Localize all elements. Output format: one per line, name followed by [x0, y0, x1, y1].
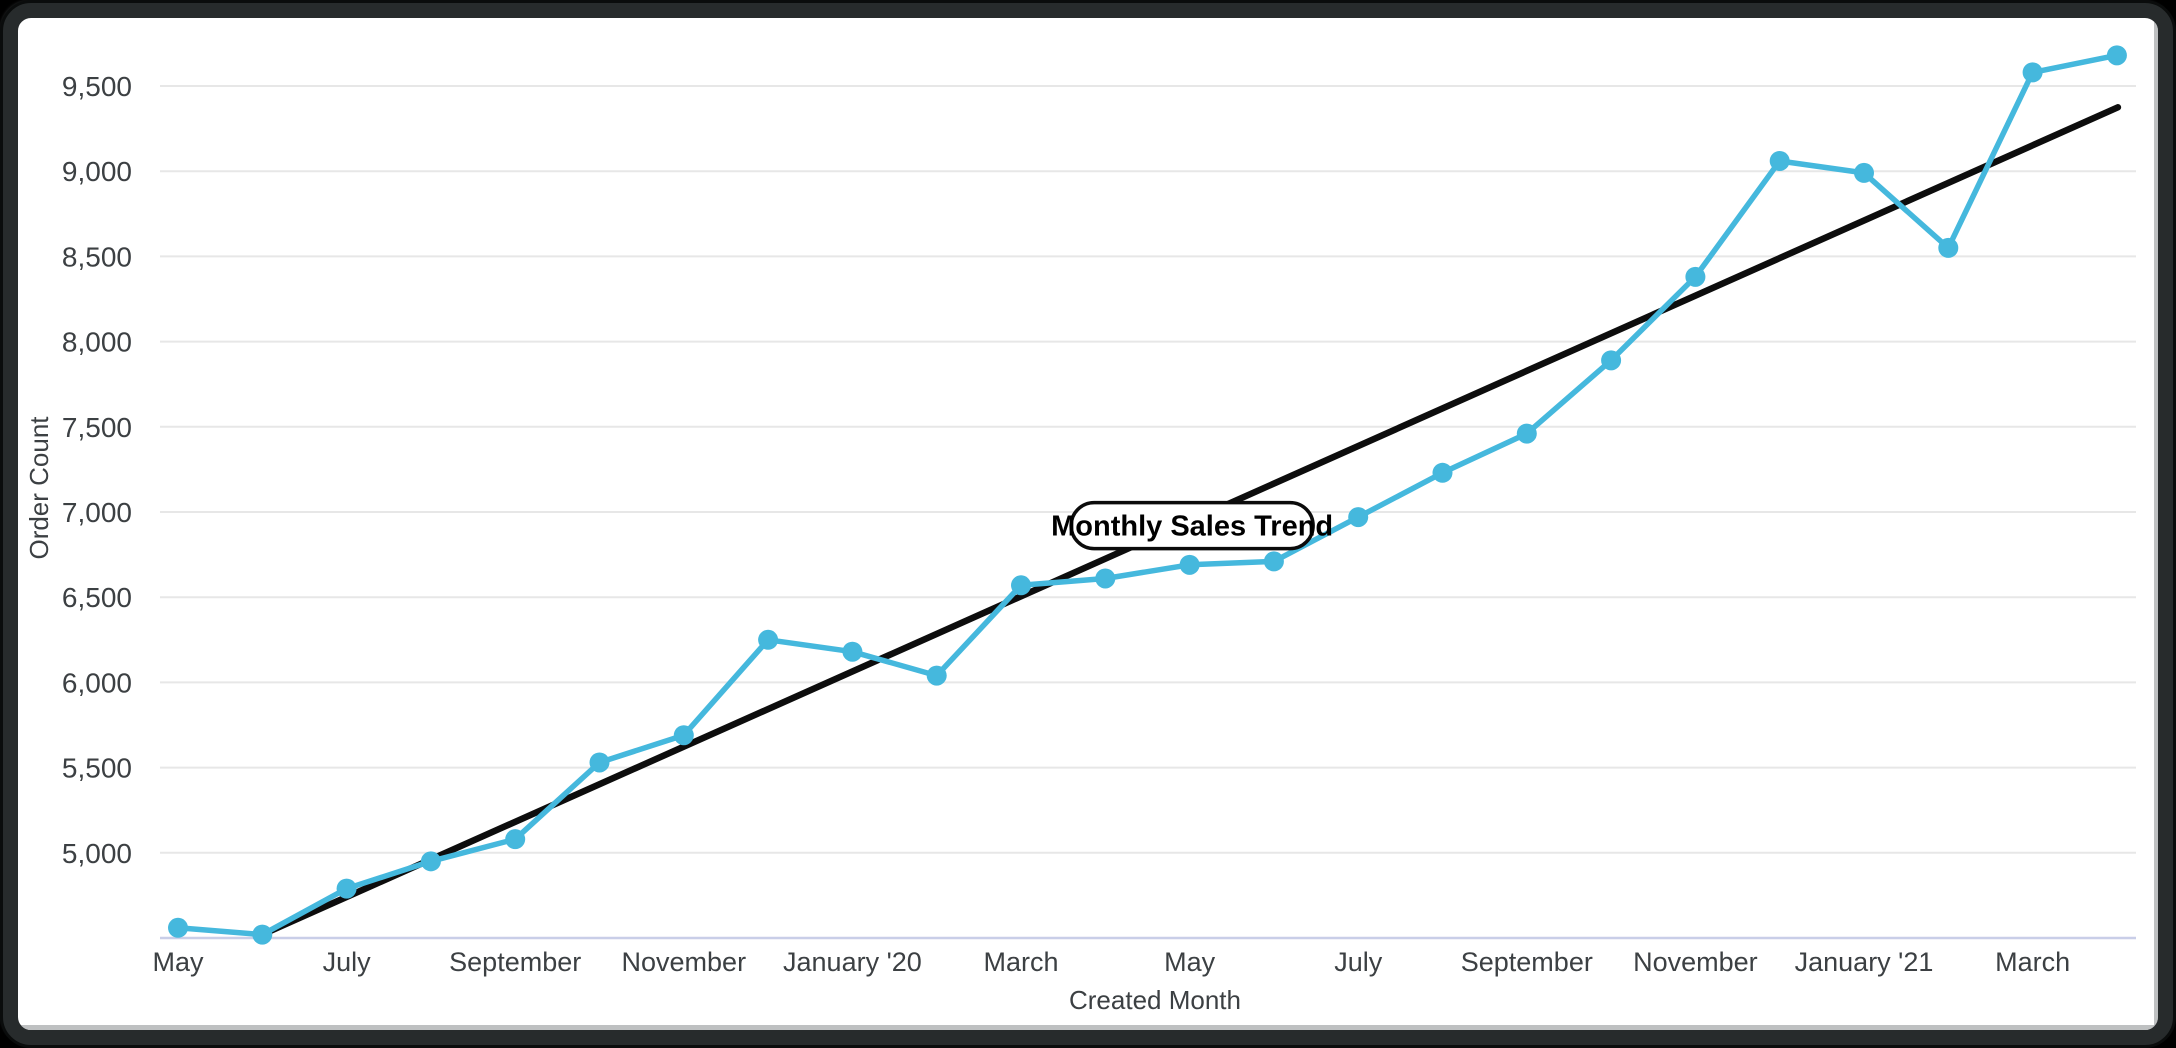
x-tick-label: September [1461, 947, 1593, 977]
data-point[interactable] [1011, 575, 1031, 596]
y-tick-label: 6,000 [62, 667, 132, 698]
x-tick-label: May [152, 947, 204, 977]
y-tick-label: 7,000 [62, 497, 132, 528]
x-tick-label: September [449, 947, 581, 977]
data-point[interactable] [673, 725, 694, 746]
y-tick-label: 9,000 [62, 156, 132, 187]
x-tick-label: March [1995, 947, 2070, 977]
y-tick-label: 5,000 [62, 838, 132, 869]
y-tick-label: 8,000 [62, 327, 132, 358]
x-tick-label: November [1633, 947, 1758, 977]
y-tick-label: 9,500 [62, 71, 132, 102]
order-count-line [175, 52, 2120, 938]
data-point[interactable] [252, 924, 273, 945]
y-tick-label: 6,500 [62, 582, 132, 613]
trend-annotation-bubble [1069, 500, 1315, 551]
data-point[interactable] [1348, 507, 1369, 528]
y-axis-title: Order Count [24, 416, 54, 560]
data-point[interactable] [1601, 350, 1622, 371]
data-point[interactable] [505, 829, 526, 850]
data-point[interactable] [1516, 423, 1537, 444]
data-point[interactable] [1095, 568, 1116, 589]
data-point[interactable] [2022, 62, 2043, 83]
x-axis-title: Created Month [1069, 985, 1241, 1015]
x-tick-label: November [622, 947, 747, 977]
x-tick-label: July [323, 947, 372, 977]
data-point[interactable] [1179, 554, 1200, 575]
y-tick-label: 7,500 [62, 412, 132, 443]
data-point[interactable] [1854, 162, 1874, 183]
data-point[interactable] [2106, 45, 2127, 66]
series-layer [168, 45, 2127, 945]
data-point[interactable] [168, 917, 188, 938]
data-point[interactable] [1263, 551, 1284, 572]
data-point[interactable] [420, 851, 441, 872]
x-tick-label: July [1334, 947, 1383, 977]
data-point[interactable] [1938, 237, 1959, 258]
monthly-sales-line-chart: 5,000 5,500 6,000 6,500 7,000 7,500 8,000 8,500… [24, 45, 2136, 1015]
x-tick-label: January '21 [1795, 947, 1934, 977]
data-point[interactable] [1432, 462, 1453, 483]
y-tick-label: 5,500 [62, 753, 132, 784]
chart-card: 5,000 5,500 6,000 6,500 7,000 7,500 8,000 8,500… [3, 3, 2173, 1045]
axis-label-layer: 5,000 5,500 6,000 6,500 7,000 7,500 8,000 8,500… [62, 71, 2070, 977]
x-tick-label: January '20 [783, 947, 922, 977]
y-tick-label: 8,500 [62, 241, 132, 272]
data-point[interactable] [336, 878, 357, 899]
data-point[interactable] [1685, 266, 1706, 287]
data-point[interactable] [926, 665, 947, 686]
x-tick-label: May [1164, 947, 1216, 977]
data-point[interactable] [758, 629, 779, 650]
trend-annotation-pill: Monthly Sales Trend [1051, 500, 1333, 551]
x-tick-label: March [983, 947, 1058, 977]
data-point[interactable] [1769, 150, 1790, 171]
data-point[interactable] [842, 641, 863, 662]
data-point[interactable] [589, 752, 610, 773]
trend-annotation-label: Monthly Sales Trend [1051, 511, 1333, 543]
